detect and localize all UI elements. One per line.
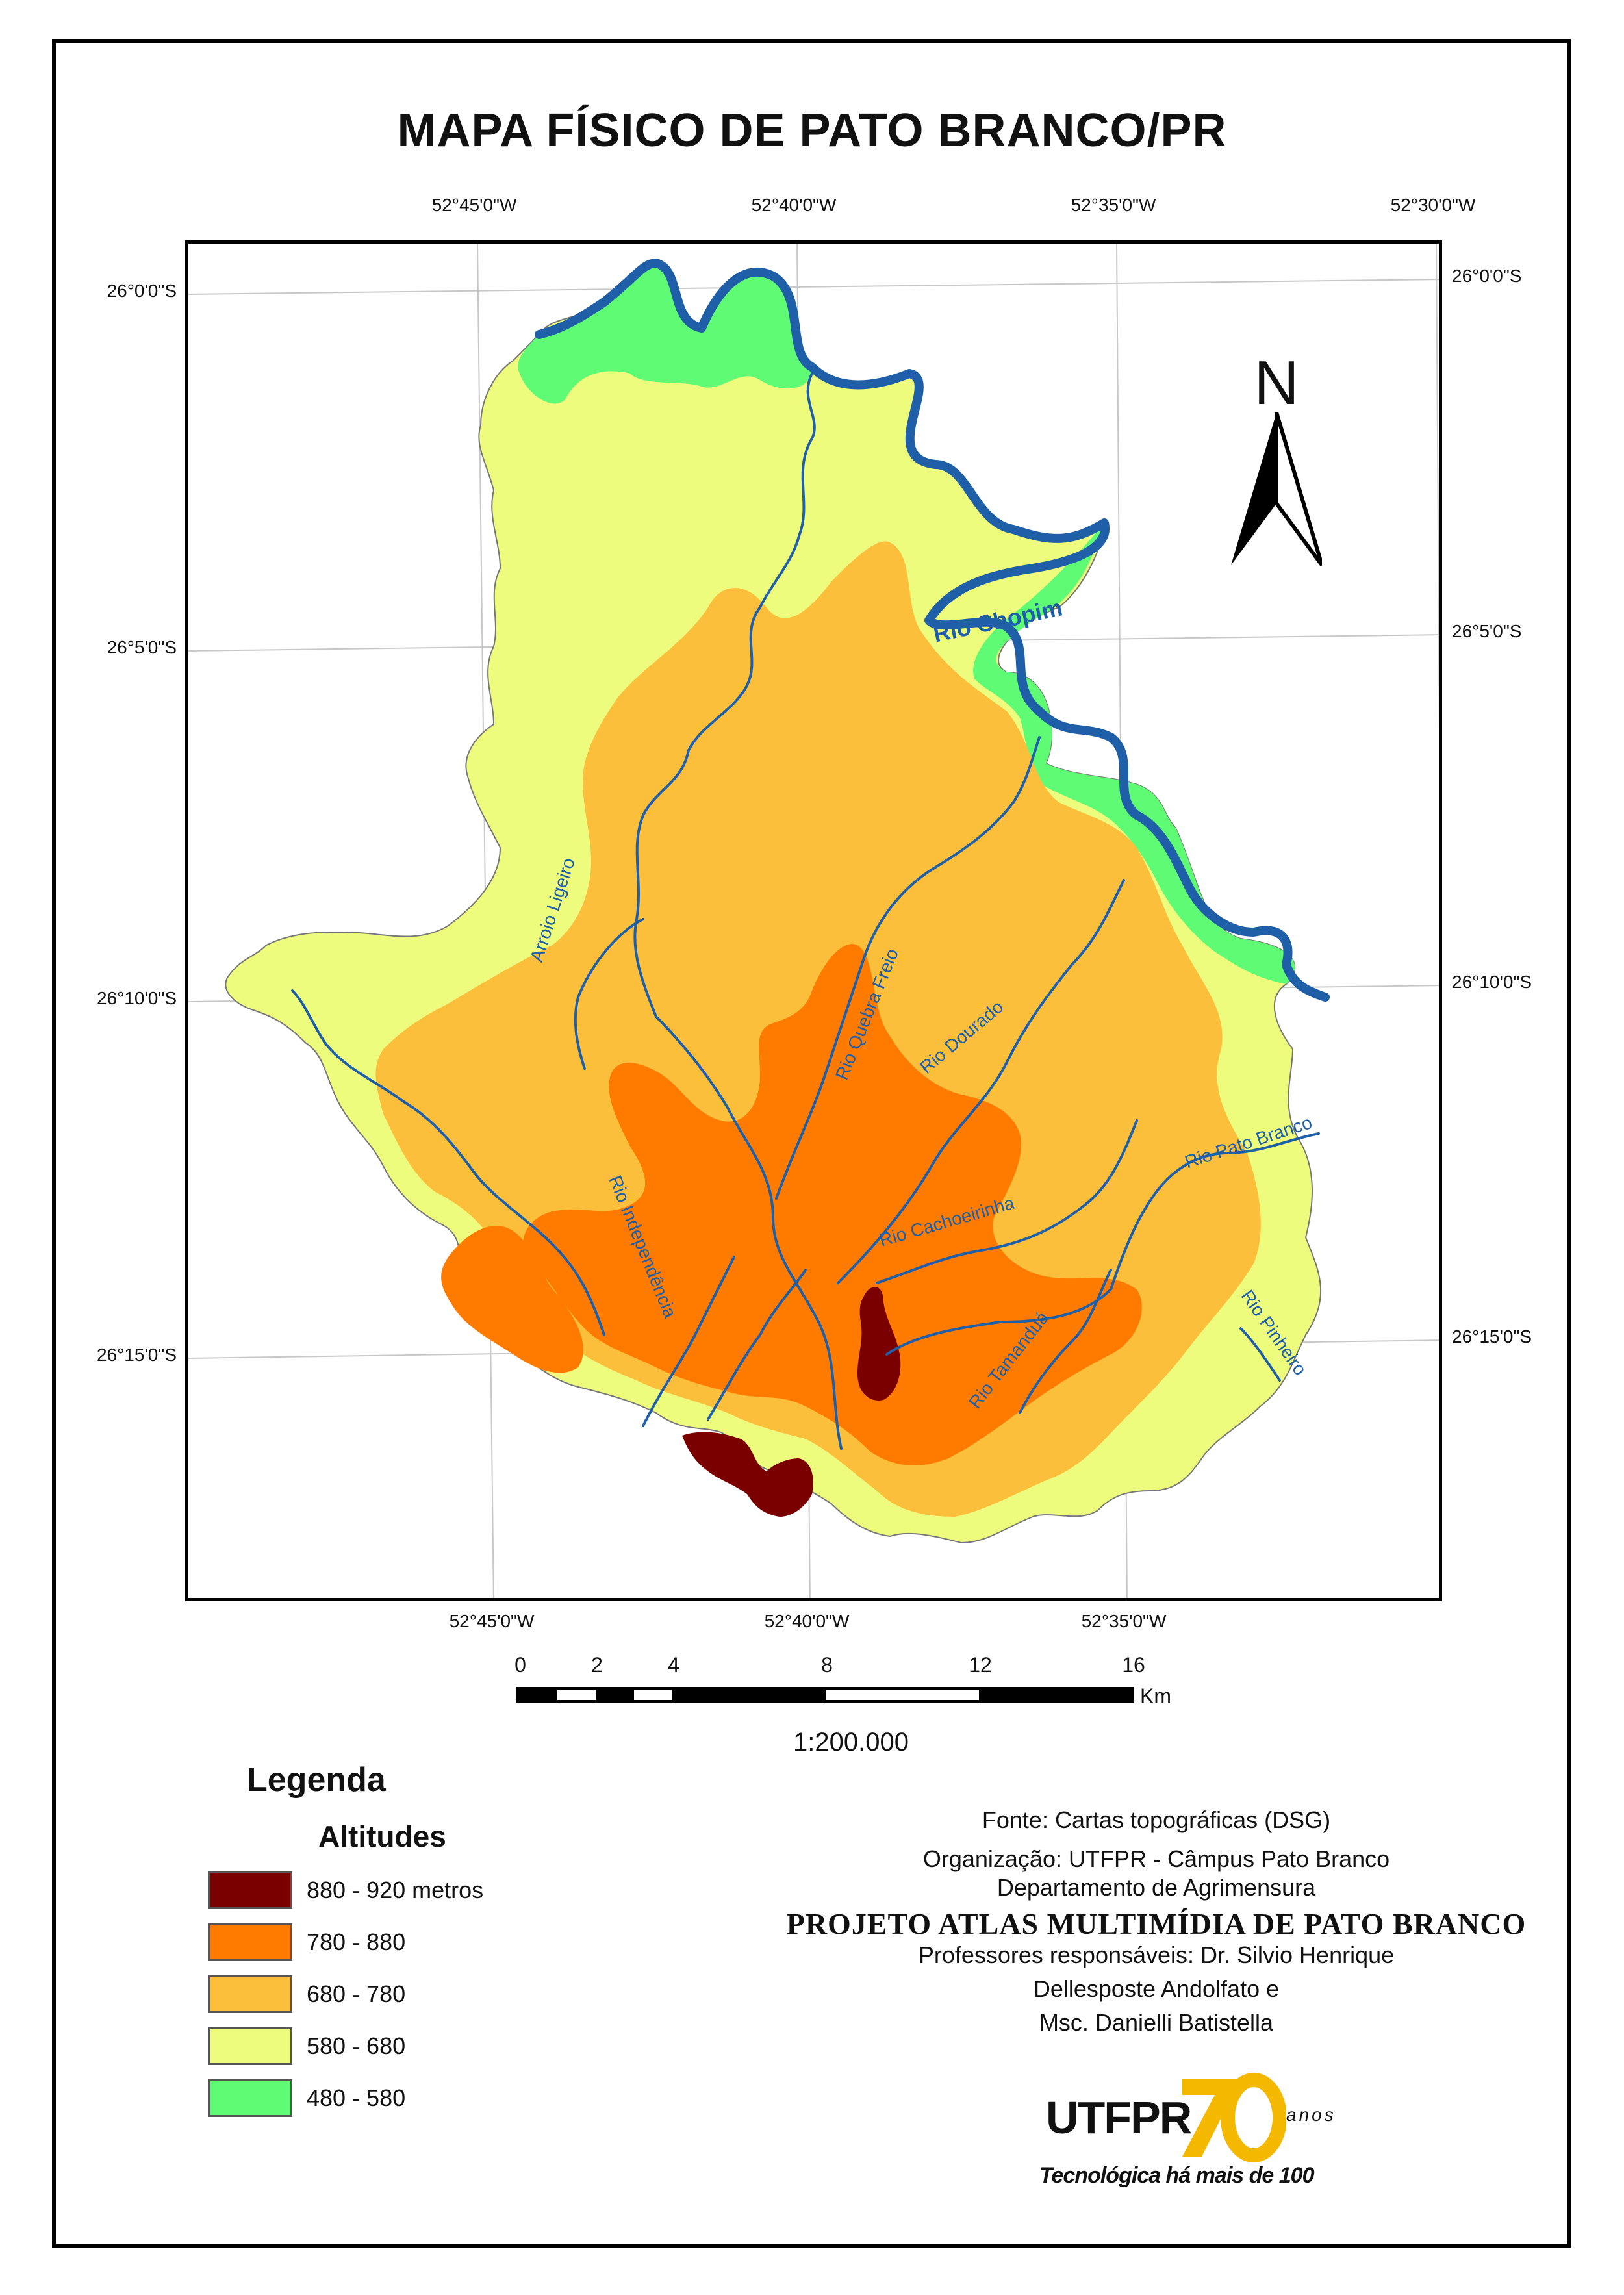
legend-subtitle: Altitudes (318, 1820, 446, 1853)
credits-project: PROJETO ATLAS MULTIMÍDIA DE PATO BRANCO (786, 1907, 1527, 1940)
coord-left-2: 26°5'0"S (107, 637, 177, 657)
coord-bottom-2: 52°40'0"W (764, 1611, 850, 1631)
coord-top-3: 52°35'0"W (1071, 195, 1156, 215)
legend-label: 880 - 920 metros (307, 1877, 484, 1903)
logo-name: UTFPR (1046, 2092, 1192, 2143)
legend-item: 480 - 580 (208, 2079, 405, 2118)
map-title: MAPA FÍSICO DE PATO BRANCO/PR (397, 105, 1227, 157)
scale-bar-segments (516, 1687, 1134, 1703)
credits: Fonte: Cartas topográficas (DSG) Organiz… (750, 1806, 1562, 2037)
legend-item: 680 - 780 (208, 1975, 405, 2014)
coord-left-3: 26°10'0"S (96, 988, 177, 1008)
credits-professors-1: Professores responsáveis: Dr. Silvio Hen… (918, 1942, 1395, 1968)
coord-right-1: 26°0'0"S (1452, 266, 1522, 286)
credits-organization: Organização: UTFPR - Câmpus Pato Branco (922, 1845, 1390, 1872)
legend-item: 580 - 680 (208, 2027, 405, 2066)
coord-bottom-1: 52°45'0"W (449, 1611, 535, 1631)
legend-title: Legenda (247, 1761, 386, 1799)
legend-swatch (208, 2027, 292, 2065)
coord-right-2: 26°5'0"S (1452, 621, 1522, 641)
credits-professors-3: Msc. Danielli Batistella (1039, 2009, 1274, 2036)
scale-ratio: 1:200.000 (793, 1728, 909, 1756)
coord-top-2: 52°40'0"W (751, 195, 837, 215)
map-frame (52, 39, 1571, 2248)
logo-anos: anos (1286, 2105, 1336, 2125)
coord-left-1: 26°0'0"S (107, 281, 177, 301)
scale-label-12: 12 (969, 1653, 992, 1677)
credits-source: Fonte: Cartas topográficas (DSG) (982, 1807, 1331, 1833)
legend-label: 780 - 880 (307, 1929, 406, 1955)
map-panel: Rio Chopim Arroio Ligeiro Rio Quebra Fre… (185, 240, 1442, 1601)
coord-right-4: 26°15'0"S (1452, 1326, 1532, 1347)
scale-label-8: 8 (821, 1653, 833, 1677)
river-chopim (535, 259, 1330, 1002)
coord-bottom-3: 52°35'0"W (1081, 1611, 1167, 1631)
scale-label-2: 2 (591, 1653, 603, 1677)
legend-swatch (208, 1975, 292, 2013)
north-arrow: N (1231, 348, 1322, 568)
scale-label-0: 0 (514, 1653, 526, 1677)
scale-bar: 0 2 4 8 12 16 Km (514, 1653, 1171, 1731)
logo-tagline: Tecnológica há mais de 100 (1039, 2163, 1314, 2188)
north-letter: N (1254, 348, 1299, 418)
elevation-map (188, 244, 1439, 1598)
zone-880-920-center (857, 1287, 901, 1401)
legend-label: 480 - 580 (307, 2085, 406, 2111)
legend-swatch (208, 1923, 292, 1961)
zone-880-920-south (682, 1432, 813, 1517)
zone-480-580-north (518, 263, 812, 404)
zone-780-880-west (441, 1226, 584, 1373)
seventy-years-icon (1182, 2073, 1286, 2162)
utfpr-logo: UTFPR anos Tecnológica há mais de 100 (1039, 2066, 1377, 2215)
coord-right-3: 26°10'0"S (1452, 972, 1532, 992)
legend-swatch (208, 2079, 292, 2117)
legend-swatch (208, 1871, 292, 1909)
coord-top-4: 52°30'0"W (1390, 195, 1476, 215)
north-arrow-icon (1231, 412, 1322, 566)
scale-unit: Km (1140, 1684, 1171, 1708)
legend-label: 580 - 680 (307, 2033, 406, 2059)
coord-top-1: 52°45'0"W (431, 195, 517, 215)
legend-item: 780 - 880 (208, 1923, 405, 1962)
credits-department: Departamento de Agrimensura (996, 1874, 1316, 1901)
legend-item: 880 - 920 metros (208, 1871, 483, 1910)
scale-label-4: 4 (668, 1653, 679, 1677)
coord-left-4: 26°15'0"S (96, 1345, 177, 1365)
legend-label: 680 - 780 (307, 1981, 406, 2007)
minor-rivers (291, 372, 1320, 1450)
credits-professors-2: Dellesposte Andolfato e (1033, 1975, 1280, 2002)
scale-label-16: 16 (1122, 1653, 1145, 1677)
zone-480-580-east (973, 523, 1295, 984)
zone-780-880 (523, 944, 1142, 1465)
